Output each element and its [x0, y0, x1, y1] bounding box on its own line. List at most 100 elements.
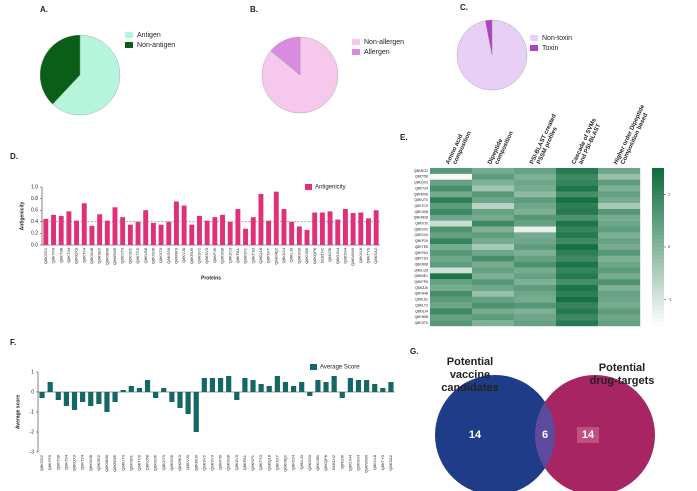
row-label: Q8KT24: [415, 186, 428, 190]
heat-cell: [514, 267, 557, 274]
bar: [380, 388, 386, 392]
heat-cell: [472, 173, 515, 180]
heat-cell: [556, 220, 599, 227]
y-tick-label: 0.2: [31, 231, 38, 237]
x-tick-label: Q8KUN4: [347, 454, 352, 471]
x-tick-label: Q8KNF1: [243, 247, 248, 263]
heat-cell: [556, 279, 599, 286]
heat-cell: [514, 214, 557, 221]
colorbar-step: [652, 235, 664, 240]
heat-cell: [430, 220, 473, 227]
heat-cell: [514, 244, 557, 251]
bar: [331, 376, 337, 392]
heat-cell: [472, 314, 515, 321]
x-tick-label: Q8KT38: [58, 247, 63, 263]
x-tick-label: Q8KRW6: [112, 247, 117, 265]
colorbar-step: [652, 318, 664, 323]
row-label: Q8KT58: [415, 175, 428, 179]
set-name: Potential: [447, 356, 493, 368]
y-tick-label: -1: [30, 409, 35, 415]
x-tick-label: Q8KSS8: [220, 247, 225, 263]
heat-cell: [472, 244, 515, 251]
bar: [323, 382, 329, 392]
bar: [388, 382, 394, 392]
bar: [143, 210, 149, 245]
bar: [112, 392, 118, 402]
bar: [58, 216, 64, 245]
colorbar-step: [652, 191, 664, 196]
x-tick-label: Q8KSE2: [97, 247, 102, 263]
heat-cell: [430, 244, 473, 251]
heat-cell: [514, 238, 557, 245]
x-tick-label: Q8KLJ3: [299, 454, 304, 469]
x-tick-label: Q8KWJ8: [88, 454, 93, 471]
bar: [372, 384, 378, 392]
pie-slice: [270, 36, 301, 76]
x-tick-label: Q8KNF1: [250, 454, 255, 470]
bar: [81, 203, 87, 245]
bar: [136, 388, 143, 392]
heat-cell: [430, 168, 473, 175]
heat-cell: [430, 191, 473, 198]
heat-cell: [430, 173, 473, 180]
colorbar-step: [652, 207, 664, 212]
bar: [296, 226, 302, 245]
bar: [242, 378, 248, 392]
colorbar-label: 0: [668, 244, 671, 249]
bar: [227, 221, 233, 245]
heat-cell: [514, 203, 557, 210]
bar: [66, 211, 72, 245]
row-label: Q8KTE8: [415, 245, 428, 249]
bar: [327, 211, 333, 245]
colorbar-step: [652, 203, 664, 208]
heat-cell: [556, 185, 599, 192]
x-tick-label: Q8KSS6: [169, 454, 174, 470]
colorbar-step: [652, 168, 664, 173]
bar: [185, 392, 191, 414]
set-count: 14: [469, 429, 482, 441]
row-label: Q8KLQ3: [414, 268, 428, 272]
bar: [373, 210, 379, 245]
x-tick-label: Q8KVL8: [372, 454, 377, 470]
bar: [289, 221, 295, 245]
row-label: Q8KUT0: [414, 198, 428, 202]
colorbar-step: [652, 187, 664, 192]
heat-cell: [514, 261, 557, 268]
bar: [212, 217, 218, 245]
panel-label: D.: [10, 152, 18, 161]
x-tick-label: Q8KX24: [291, 454, 296, 470]
row-label: Q8KLT2: [415, 303, 428, 307]
colorbar-step: [652, 270, 664, 275]
legend-swatch: [305, 184, 312, 190]
y-tick-label: 1.0: [31, 184, 38, 190]
bar: [150, 222, 156, 245]
x-tick-label: Q8KTS3: [258, 454, 263, 470]
bar: [197, 216, 202, 245]
colorbar-step: [652, 231, 664, 236]
x-tick-label: Q8KSA2: [388, 454, 393, 470]
row-label: Q8KPP6: [414, 280, 428, 284]
heat-cell: [472, 261, 515, 268]
bar: [366, 218, 371, 245]
heat-cell: [430, 279, 473, 286]
heat-cell: [598, 226, 641, 233]
x-tick-label: Q8KTS3: [250, 247, 255, 263]
heat-cell: [556, 249, 599, 256]
row-label: Q8KP29: [415, 239, 428, 243]
row-label: Q8KR68: [415, 262, 428, 266]
heat-cell: [598, 314, 641, 321]
legend-label: Non-toxin: [542, 35, 572, 42]
heat-cell: [472, 185, 515, 192]
x-tick-label: Q8KQP8: [312, 247, 317, 264]
row-label: Q8KVJ0: [415, 222, 428, 226]
bar: [226, 376, 232, 392]
x-tick-label: Q8KWW0: [350, 247, 355, 266]
legend-label: Antigenicity: [315, 185, 346, 191]
heat-cell: [430, 185, 473, 192]
x-tick-label: Q8KSG2: [39, 454, 44, 471]
colorbar-step: [652, 262, 664, 268]
heat-cell: [514, 249, 557, 256]
heat-cell: [598, 320, 641, 327]
colorbar-step: [652, 266, 664, 271]
x-tick-label: Q8KX24: [281, 247, 286, 263]
